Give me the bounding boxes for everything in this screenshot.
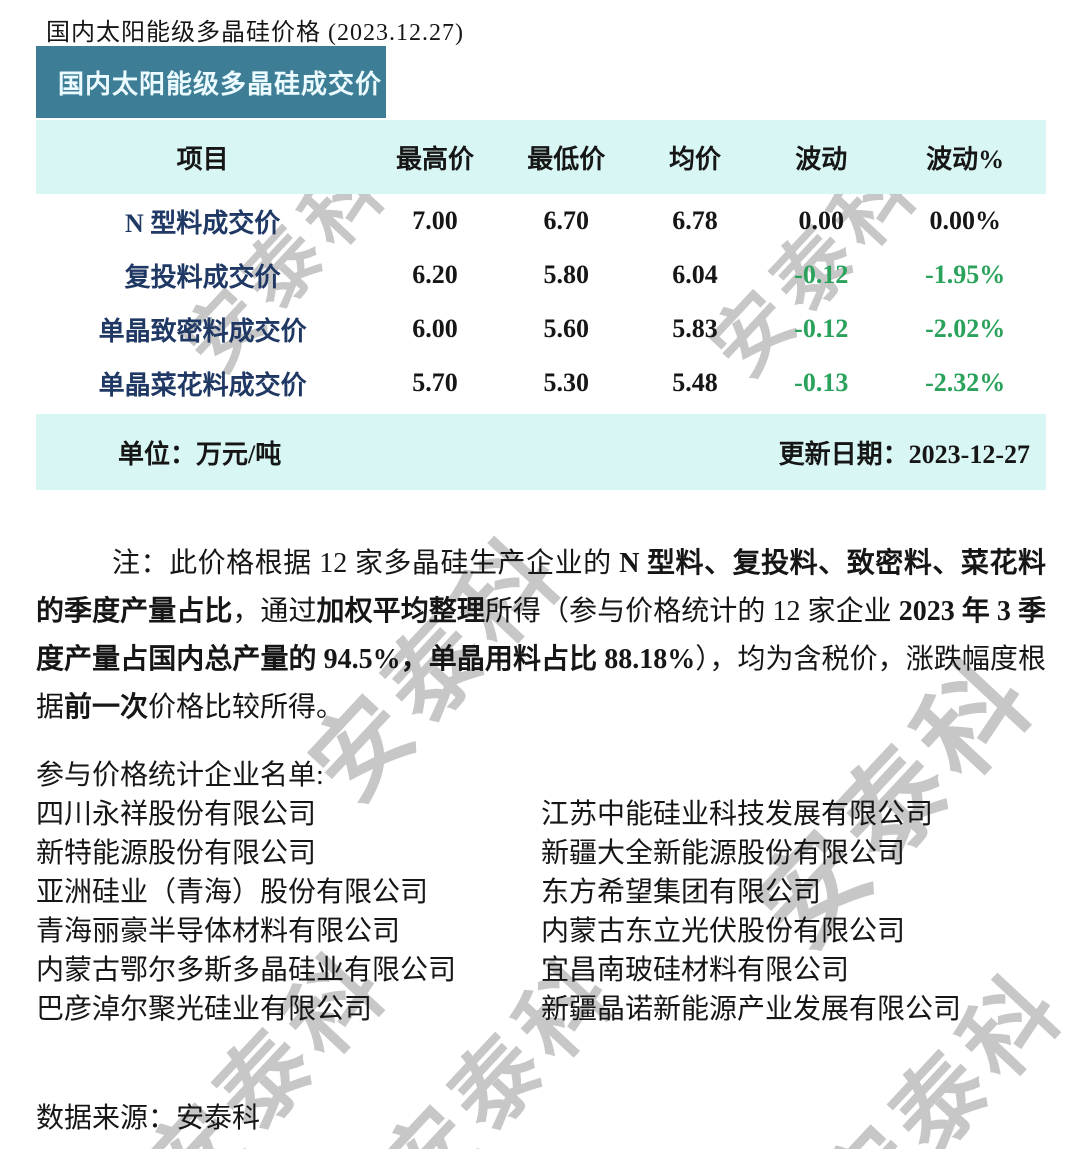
table-row: 复投料成交价 6.20 5.80 6.04 -0.12 -1.95% bbox=[36, 257, 1046, 294]
row-label: 复投料成交价 bbox=[124, 262, 281, 292]
update-date-label: 更新日期： bbox=[778, 439, 909, 469]
table-header-row: 项目 最高价 最低价 均价 波动 波动% bbox=[36, 120, 1046, 194]
note-segment: 2023 年 3 季度产量占国内总产量的 94.5%，单晶用料占比 88.18% bbox=[36, 596, 1046, 675]
note-paragraph: 注：此价格根据 12 家多晶硅生产企业的 N 型料、复投料、致密料、菜花料的季度… bbox=[36, 540, 1046, 732]
row-value: 6.20 bbox=[412, 260, 458, 289]
row-value: -1.95% bbox=[925, 260, 1006, 289]
company-column-left: 四川永祥股份有限公司 新特能源股份有限公司亚洲硅业（青海）股份有限公司 青海丽豪半导… bbox=[36, 795, 541, 1029]
row-value: -0.12 bbox=[794, 314, 849, 343]
col-header-item: 项目 bbox=[176, 144, 229, 174]
row-value: 5.48 bbox=[672, 368, 718, 397]
table-row: 单晶菜花料成交价 5.70 5.30 5.48 -0.13 -2.32% bbox=[36, 365, 1046, 402]
company-name: 内蒙古东立光伏股份有限公司 bbox=[541, 916, 906, 947]
col-header-avg: 均价 bbox=[669, 144, 722, 174]
row-value: 5.30 bbox=[543, 368, 589, 397]
table-body: N 型料成交价 7.00 6.70 6.78 0.00 0.00% 复投料成交价 6.20 5.… bbox=[36, 194, 1046, 410]
row-value: -0.12 bbox=[794, 260, 849, 289]
note-segment: 价格比较所得。 bbox=[148, 692, 345, 723]
note-segment: 注：此价格根据 12 家多晶硅生产企业的 bbox=[112, 548, 620, 579]
col-header-low: 最低价 bbox=[527, 144, 606, 174]
company-name: 四川永祥股份有限公司 bbox=[36, 799, 317, 830]
data-source-value: 安泰科 bbox=[176, 1103, 261, 1134]
row-value: 0.00% bbox=[929, 206, 1001, 235]
row-value: 6.00 bbox=[412, 314, 458, 343]
col-header-high: 最高价 bbox=[395, 144, 474, 174]
note-segment: 加权平均整理 bbox=[316, 596, 485, 627]
company-name: 东方希望集团有限公司 bbox=[541, 877, 822, 908]
row-value: -2.32% bbox=[925, 368, 1006, 397]
row-value: 5.60 bbox=[543, 314, 589, 343]
company-list-section: 参与价格统计企业名单: 四川永祥股份有限公司 新特能源股份有限公司亚洲硅业（青海）… bbox=[36, 756, 1046, 1029]
data-source-label: 数据来源： bbox=[36, 1103, 177, 1134]
doc-title: 国内太阳能级多晶硅价格 (2023.12.27) bbox=[46, 20, 464, 46]
company-name: 江苏中能硅业科技发展有限公司 bbox=[541, 799, 934, 830]
note-segment: ，通过 bbox=[232, 596, 317, 627]
company-name: 内蒙古鄂尔多斯多晶硅业有限公司 bbox=[36, 955, 457, 986]
unit-info: 单位：万元/吨 bbox=[118, 434, 281, 471]
row-value: 5.83 bbox=[672, 314, 718, 343]
unit-label: 单位： bbox=[118, 439, 197, 469]
table-row: 单晶致密料成交价 6.00 5.60 5.83 -0.12 -2.02% bbox=[36, 311, 1046, 348]
note-segment: 所得（参与价格统计的 12 家企业 bbox=[484, 596, 899, 627]
note-segment: 前一次 bbox=[64, 692, 149, 723]
update-date-value: 2023-12-27 bbox=[908, 439, 1030, 469]
row-label: 单晶致密料成交价 bbox=[98, 316, 307, 346]
row-label: N 型料成交价 bbox=[125, 208, 281, 238]
table-row: N 型料成交价 7.00 6.70 6.78 0.00 0.00% bbox=[36, 203, 1046, 240]
data-source: 数据来源：安泰科 bbox=[36, 1096, 260, 1136]
row-value: 7.00 bbox=[412, 206, 458, 235]
company-name: 新特能源股份有限公司 bbox=[36, 838, 317, 869]
company-name: 青海丽豪半导体材料有限公司 bbox=[36, 916, 401, 947]
row-value: -2.02% bbox=[925, 314, 1006, 343]
row-value: 0.00 bbox=[798, 206, 845, 235]
company-name: 新疆大全新能源股份有限公司 bbox=[541, 838, 906, 869]
row-value: 6.70 bbox=[543, 206, 589, 235]
company-list-heading: 参与价格统计企业名单: bbox=[36, 760, 324, 791]
row-value: -0.13 bbox=[794, 368, 849, 397]
unit-value: 万元/吨 bbox=[196, 439, 282, 469]
row-value: 5.70 bbox=[412, 368, 458, 397]
company-name: 新疆晶诺新能源产业发展有限公司 bbox=[541, 994, 962, 1025]
section-banner: 国内太阳能级多晶硅成交价 bbox=[36, 46, 386, 118]
col-header-change: 波动 bbox=[795, 144, 848, 174]
section-banner-label: 国内太阳能级多晶硅成交价 bbox=[58, 69, 383, 99]
company-name: 宜昌南玻硅材料有限公司 bbox=[541, 955, 850, 986]
row-value: 5.80 bbox=[543, 260, 589, 289]
row-value: 6.78 bbox=[672, 206, 718, 235]
company-column-right: 江苏中能硅业科技发展有限公司 新疆大全新能源股份有限公司 东方希望集团有限公司内蒙古… bbox=[541, 795, 1046, 1029]
company-name: 亚洲硅业（青海）股份有限公司 bbox=[36, 877, 429, 908]
row-label: 单晶菜花料成交价 bbox=[98, 370, 307, 400]
table-footer-row: 单位：万元/吨 更新日期：2023-12-27 bbox=[36, 414, 1046, 490]
note-segment: ），均为含税价，涨跌幅度根据 bbox=[36, 644, 1046, 723]
company-name: 巴彦淖尔聚光硅业有限公司 bbox=[36, 994, 373, 1025]
update-date: 更新日期：2023-12-27 bbox=[779, 434, 1030, 471]
row-value: 6.04 bbox=[672, 260, 718, 289]
note-segment: N 型料、复投料、致密料、菜花料的季度产量占比 bbox=[36, 548, 1046, 627]
col-header-change-pct: 波动% bbox=[926, 144, 1005, 174]
